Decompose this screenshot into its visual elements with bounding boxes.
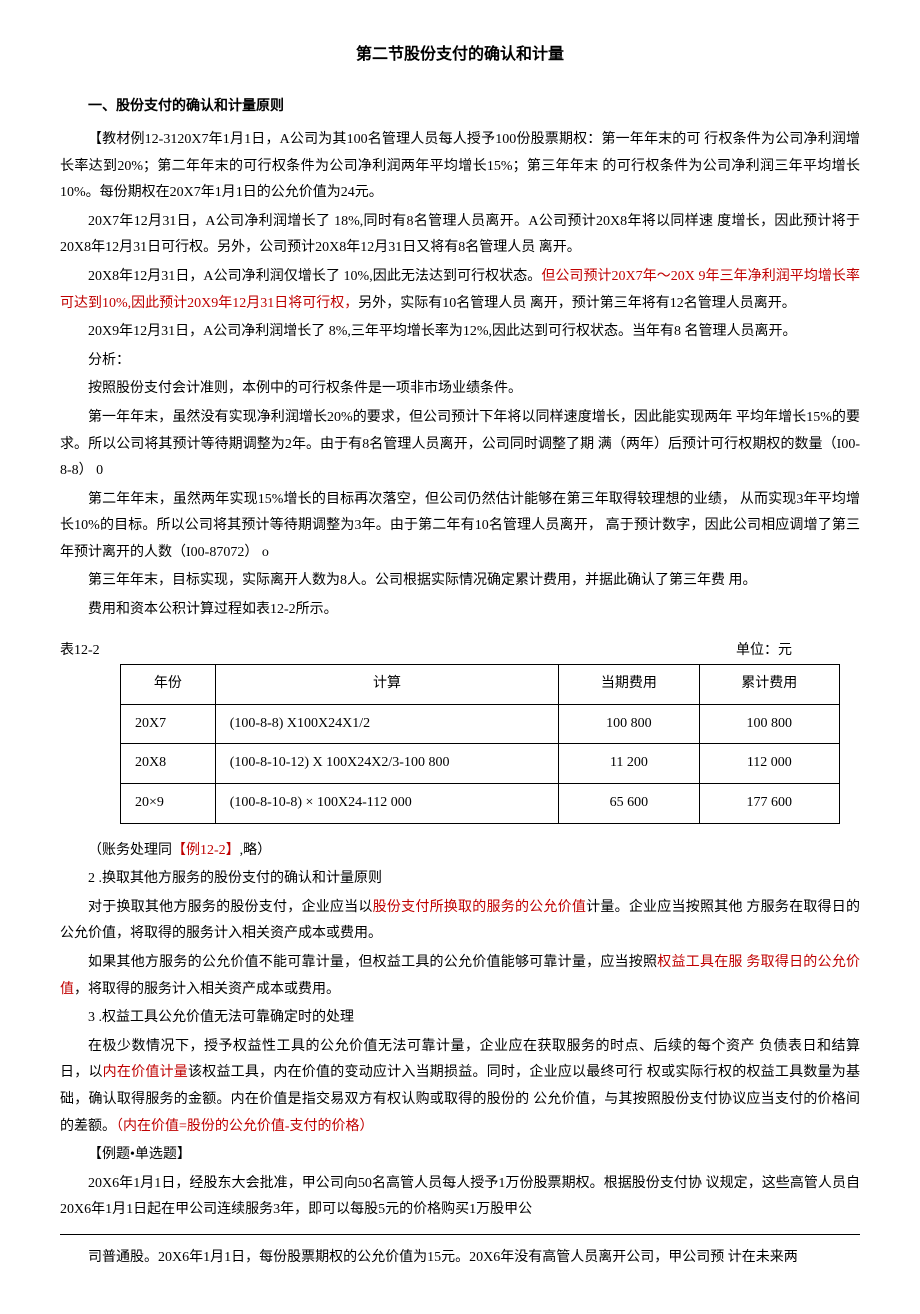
text: ，将取得的服务计入相关资产成本或费用。 [74,982,340,997]
table-cell: 20×9 [121,784,216,824]
table-12-2: 表12-2 单位：元 年份 计算 当期费用 累计费用 20X7(100-8-8)… [60,638,860,824]
table-cell: 20X8 [121,744,216,784]
text: 另外，实际有10名管理人员 离开，预计第三年将有12名管理人员离开。 [358,296,796,311]
table-label: 表12-2 [60,638,100,665]
table-cell: (100-8-10-8) × 100X24-112 000 [215,784,559,824]
highlight-text: （内在价值=股份的公允价值-支付的价格） [116,1119,374,1134]
text: 如果其他方服务的公允价值不能可靠计量，但权益工具的公允价值能够可靠计量，应当按照 [88,955,657,970]
heading-1: 一、股份支付的确认和计量原则 [60,94,860,121]
cost-table: 年份 计算 当期费用 累计费用 20X7(100-8-8) X100X24X1/… [120,664,840,823]
paragraph: 对于换取其他方服务的股份支付，企业应当以股份支付所换取的服务的公允价值计量。企业… [60,895,860,948]
paragraph: 20X9年12月31日，A公司净利润增长了 8%,三年平均增长率为12%,因此达… [60,319,860,346]
table-cell: 20X7 [121,704,216,744]
col-cumulative: 累计费用 [699,665,839,705]
paragraph: 分析： [60,348,860,375]
page-divider [60,1234,860,1235]
section-title: 第二节股份支付的确认和计量 [60,40,860,70]
paragraph: （账务处理同【例12-2】,略） [60,838,860,865]
table-cell: 100 800 [559,704,699,744]
paragraph: 【教材例12-3120X7年1月1日，A公司为其100名管理人员每人授予100份… [60,127,860,207]
table-row: 20×9(100-8-10-8) × 100X24-112 00065 6001… [121,784,840,824]
highlight-text: 股份支付所换取的服务的公允价值 [373,900,586,915]
col-calc: 计算 [215,665,559,705]
paragraph: 【例题•单选题】 [60,1142,860,1169]
table-cell: (100-8-10-12) X 100X24X2/3-100 800 [215,744,559,784]
table-cell: 100 800 [699,704,839,744]
text: 20X8年12月31日，A公司净利润仅增长了 10%,因此无法达到可行权状态。 [88,269,541,284]
paragraph: 3 .权益工具公允价值无法可靠确定时的处理 [60,1005,860,1032]
table-row: 20X7(100-8-8) X100X24X1/2100 800100 800 [121,704,840,744]
paragraph: 按照股份支付会计准则，本例中的可行权条件是一项非市场业绩条件。 [60,376,860,403]
table-cell: 112 000 [699,744,839,784]
paragraph: 第三年年末，目标实现，实际离开人数为8人。公司根据实际情况确定累计费用，并据此确… [60,568,860,595]
highlight-text: 内在价值计量 [103,1065,188,1080]
paragraph: 第二年年末，虽然两年实现15%增长的目标再次落空，但公司仍然估计能够在第三年取得… [60,487,860,567]
table-header-row: 年份 计算 当期费用 累计费用 [121,665,840,705]
paragraph: 第一年年末，虽然没有实现净利润增长20%的要求，但公司预计下年将以同样速度增长，… [60,405,860,485]
table-row: 20X8(100-8-10-12) X 100X24X2/3-100 80011… [121,744,840,784]
paragraph: 20X8年12月31日，A公司净利润仅增长了 10%,因此无法达到可行权状态。但… [60,264,860,317]
table-unit: 单位：元 [736,638,792,665]
paragraph: 费用和资本公积计算过程如表12-2所示。 [60,597,860,624]
table-cell: 65 600 [559,784,699,824]
paragraph: 如果其他方服务的公允价值不能可靠计量，但权益工具的公允价值能够可靠计量，应当按照… [60,950,860,1003]
paragraph: 在极少数情况下，授予权益性工具的公允价值无法可靠计量，企业应在获取服务的时点、后… [60,1034,860,1140]
paragraph: 司普通股。20X6年1月1日，每份股票期权的公允价值为15元。20X6年没有高管… [60,1245,860,1272]
paragraph: 20X7年12月31日，A公司净利润增长了 18%,同时有8名管理人员离开。A公… [60,209,860,262]
paragraph: 2 .换取其他方服务的股份支付的确认和计量原则 [60,866,860,893]
text: （账务处理同 [88,843,172,858]
table-cell: 177 600 [699,784,839,824]
text: 对于换取其他方服务的股份支付，企业应当以 [88,900,373,915]
highlight-text: 【例12-2】 [172,843,240,858]
table-cell: (100-8-8) X100X24X1/2 [215,704,559,744]
table-cell: 11 200 [559,744,699,784]
col-year: 年份 [121,665,216,705]
paragraph: 20X6年1月1日，经股东大会批准，甲公司向50名高管人员每人授予1万份股票期权… [60,1171,860,1224]
col-current: 当期费用 [559,665,699,705]
text: ,略） [240,843,272,858]
